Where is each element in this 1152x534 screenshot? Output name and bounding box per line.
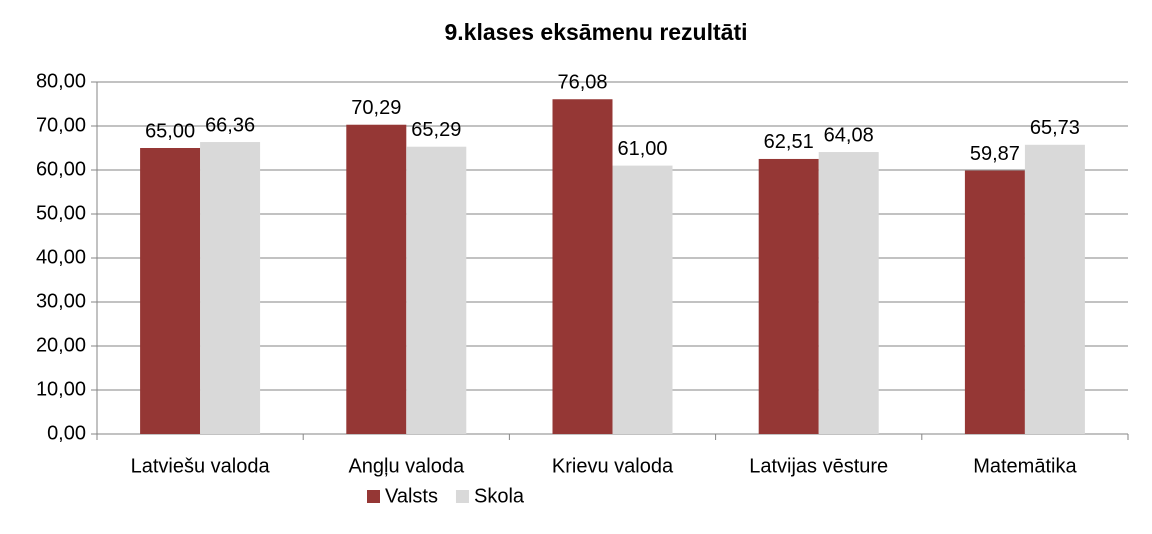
bar [346,124,407,434]
y-tick-label: 70,00 [36,114,86,136]
data-label: 65,73 [1030,117,1080,139]
data-label: 65,29 [411,119,461,141]
x-tick-label: Krievu valoda [552,455,674,477]
legend-swatch [367,490,380,503]
bar [140,148,201,434]
legend-label: Skola [474,485,525,507]
legend-label: Valsts [385,485,438,507]
y-tick-label: 0,00 [47,422,86,444]
y-tick-label: 40,00 [36,246,86,268]
data-label: 61,00 [617,138,667,160]
data-label: 76,08 [557,72,607,94]
bar [200,142,261,435]
data-label: 64,08 [824,124,874,146]
y-tick-label: 80,00 [36,70,86,92]
bar [964,170,1025,434]
data-label: 66,36 [205,114,255,136]
data-label: 62,51 [764,131,814,153]
y-tick-label: 30,00 [36,290,86,312]
y-tick-label: 60,00 [36,158,86,180]
data-label: 70,29 [351,97,401,119]
y-tick-label: 50,00 [36,202,86,224]
x-tick-label: Latviešu valoda [131,455,271,477]
bar [758,158,819,434]
data-label: 65,00 [145,120,195,142]
data-label: 59,87 [970,143,1020,165]
bar [552,99,613,435]
x-tick-label: Angļu valoda [348,455,465,477]
bar [612,165,673,434]
y-tick-label: 20,00 [36,334,86,356]
bar [1024,144,1085,434]
x-tick-label: Matemātika [973,455,1077,477]
y-tick-label: 10,00 [36,378,86,400]
chart-title: 9.klases eksāmenu rezultāti [445,19,748,45]
bar [406,146,467,434]
legend-swatch [455,490,469,503]
bar [818,152,879,434]
x-tick-label: Latvijas vēsture [749,455,888,477]
